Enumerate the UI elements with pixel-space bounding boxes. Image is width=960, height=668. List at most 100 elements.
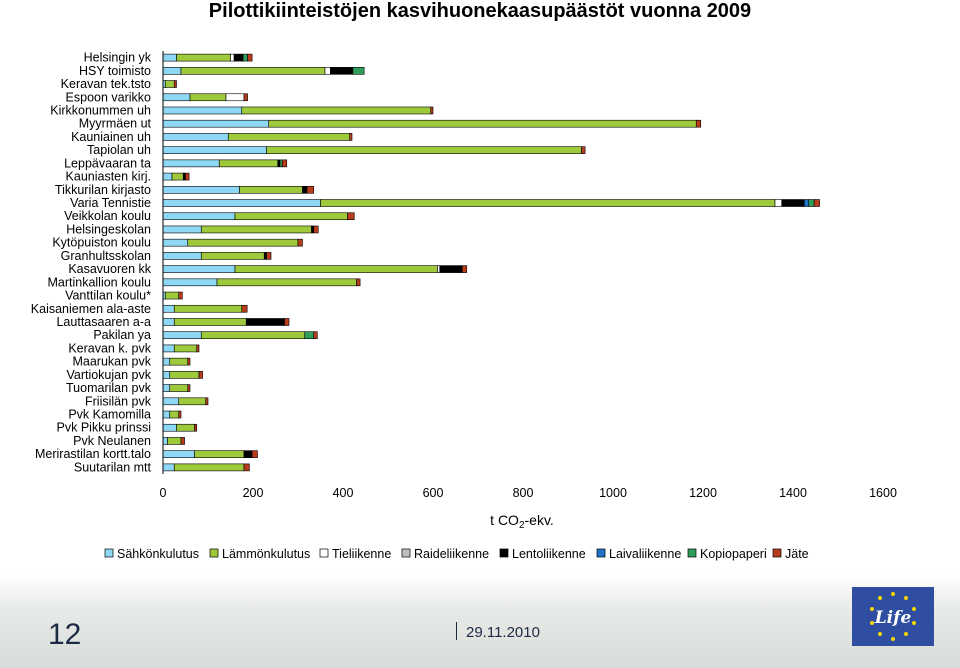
bar-segment xyxy=(324,67,331,75)
bar-segment xyxy=(178,291,183,300)
bar-segment xyxy=(162,463,175,472)
bar-segment xyxy=(164,291,180,300)
legend-label: Jäte xyxy=(785,547,809,561)
bar-segment xyxy=(162,278,218,287)
bar-segment xyxy=(461,265,468,273)
category-label: Keravan tek.tsto xyxy=(61,77,151,91)
life-logo-icon: Life xyxy=(870,592,916,641)
legend-swatch xyxy=(772,548,782,558)
bar-segment xyxy=(349,133,353,141)
bar-segment xyxy=(162,106,243,115)
bar-segment xyxy=(241,304,248,313)
x-axis: 0 200 400 600 800 1000 1200 1400 1600 t CO2-ekv. xyxy=(160,51,897,531)
legend-label: Laivaliikenne xyxy=(609,547,681,561)
bar-segment xyxy=(176,53,231,62)
bar-segment xyxy=(162,265,236,273)
category-label: Helsingin yk xyxy=(84,51,152,65)
bar-segment xyxy=(173,463,245,472)
category-label: Lauttasaaren a-a xyxy=(56,315,151,329)
bar-segment xyxy=(169,384,189,392)
category-label: Vartiokujan pvk xyxy=(66,368,151,382)
bar-segment xyxy=(279,159,283,168)
category-label: HSY toimisto xyxy=(79,64,151,78)
bar-segment xyxy=(162,384,171,392)
legend-swatch xyxy=(596,548,606,558)
footer-divider xyxy=(456,622,457,640)
bar-segment xyxy=(813,199,820,207)
bar-segment xyxy=(167,437,182,445)
bar-segment xyxy=(263,252,267,260)
bar-segment xyxy=(306,185,315,194)
bar-segment xyxy=(176,423,195,432)
legend-label: Tieliikenne xyxy=(332,547,391,561)
bar-segment xyxy=(194,450,245,458)
category-label: Helsingeskolan xyxy=(66,222,151,236)
legend-label: Sähkönkulutus xyxy=(117,547,199,561)
bar-segment xyxy=(284,318,290,326)
bar-segment xyxy=(311,225,315,234)
category-label: Keravan k. pvk xyxy=(68,341,151,355)
bar-segment xyxy=(162,225,202,234)
bar-segment xyxy=(162,53,177,62)
bar-segment xyxy=(304,331,315,340)
bar-segment xyxy=(225,93,245,102)
bar-segment xyxy=(200,225,312,234)
bar-segment xyxy=(162,344,175,353)
legend-swatch xyxy=(319,548,329,558)
category-label: Martinkallion koulu xyxy=(47,275,151,289)
bar-segment xyxy=(198,371,203,379)
bar-segment xyxy=(320,199,776,207)
bar-segment xyxy=(180,67,326,75)
bar-segment xyxy=(162,159,220,168)
bar-segment xyxy=(245,318,285,326)
legend-label: Lentoliikenne xyxy=(512,547,586,561)
bar-segment xyxy=(347,212,355,221)
bar-segment xyxy=(162,212,236,221)
bar-segment xyxy=(162,146,267,154)
bar-segment xyxy=(205,397,209,406)
bar-segment xyxy=(162,410,171,419)
category-label: Kirkkonummen uh xyxy=(50,103,151,117)
bar-segment xyxy=(218,159,279,168)
bar-segment xyxy=(169,410,180,419)
bar-segment xyxy=(162,423,177,432)
bar-segment xyxy=(164,80,175,88)
x-axis-label: t CO2-ekv. xyxy=(490,512,554,531)
chart-title: Pilottikiinteistöjen kasvihuonekaasupääs… xyxy=(208,0,752,22)
bar-segment xyxy=(243,463,250,472)
bar-segment xyxy=(162,397,180,406)
bars-layer xyxy=(162,53,820,472)
bar-segment xyxy=(242,53,248,62)
bar-segment xyxy=(233,53,244,62)
bar-segment xyxy=(169,371,200,379)
legend-label: Kopiopaperi xyxy=(700,547,767,561)
legend: Sähkönkulutus Lämmönkulutus Tieliikenne Rai… xyxy=(104,547,809,561)
bar-segment xyxy=(200,331,306,340)
bar-segment xyxy=(313,225,319,234)
legend-label: Raideliikenne xyxy=(414,547,489,561)
category-label: Pakilan ya xyxy=(93,328,151,342)
bar-segment xyxy=(803,199,810,207)
x-tick-label: 400 xyxy=(333,486,354,500)
eu-life-logo: Life xyxy=(852,587,934,646)
x-tick-label: 1600 xyxy=(869,486,897,500)
bar-segment xyxy=(187,384,191,392)
bar-segment xyxy=(251,450,258,458)
bar-segment xyxy=(162,119,270,128)
bar-segment xyxy=(243,450,253,458)
category-label: Leppävaaran ta xyxy=(64,156,151,170)
bar-segment xyxy=(266,146,582,154)
bar-segment xyxy=(173,304,243,313)
bar-segment xyxy=(162,67,182,75)
bar-segment xyxy=(439,265,463,273)
bar-segment xyxy=(774,199,783,207)
category-label: Pvk Neulanen xyxy=(73,434,151,448)
category-label: Suutarilan mtt xyxy=(74,460,152,474)
bar-segment xyxy=(277,159,281,168)
bar-segment xyxy=(162,331,202,340)
bar-segment xyxy=(313,331,318,340)
bar-segment xyxy=(162,252,202,260)
bar-segment xyxy=(330,67,354,75)
bar-segment xyxy=(247,53,253,62)
